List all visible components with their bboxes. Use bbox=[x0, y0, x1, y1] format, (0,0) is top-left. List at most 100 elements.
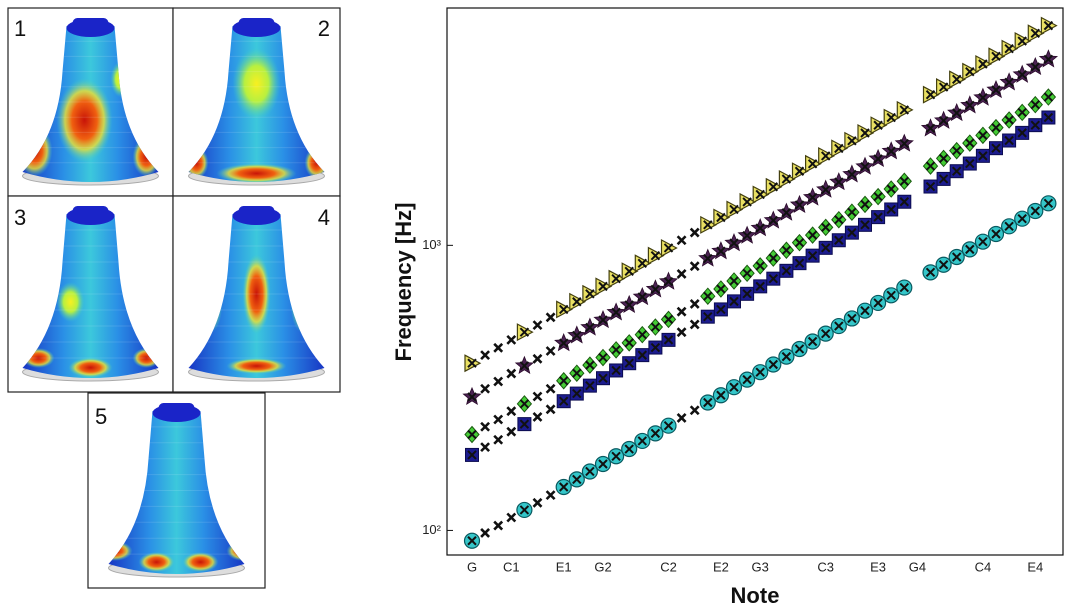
cross-marker bbox=[650, 428, 661, 439]
cross-marker bbox=[755, 367, 765, 377]
bell-body bbox=[108, 411, 245, 574]
cross-marker bbox=[467, 450, 477, 460]
cross-marker bbox=[585, 380, 595, 391]
cross-marker bbox=[729, 238, 739, 248]
panel-label: 2 bbox=[318, 16, 330, 41]
x-tick-label: E3 bbox=[870, 559, 886, 574]
cross-marker bbox=[689, 405, 700, 416]
cross-marker bbox=[729, 382, 739, 392]
x-tick-label: E2 bbox=[713, 559, 729, 574]
cross-marker bbox=[834, 143, 844, 154]
cross-marker bbox=[637, 258, 648, 269]
cross-marker bbox=[1030, 206, 1041, 216]
cross-marker bbox=[663, 420, 674, 431]
panel-label: 3 bbox=[14, 205, 26, 230]
bell-mode-spot bbox=[68, 357, 113, 378]
cross-marker bbox=[1004, 221, 1014, 232]
cross-marker bbox=[1043, 112, 1054, 123]
cross-marker bbox=[807, 159, 818, 169]
cross-marker bbox=[519, 327, 530, 337]
cross-marker bbox=[716, 284, 726, 294]
cross-marker bbox=[991, 51, 1001, 62]
cross-marker bbox=[860, 220, 870, 230]
cross-marker bbox=[532, 412, 543, 422]
cross-marker bbox=[794, 258, 805, 268]
cross-marker bbox=[755, 281, 765, 292]
cross-marker bbox=[572, 330, 582, 341]
cross-marker bbox=[689, 319, 700, 330]
cross-marker bbox=[820, 151, 831, 161]
cross-marker bbox=[886, 204, 896, 215]
bell-crown bbox=[72, 206, 109, 216]
cross-marker bbox=[860, 128, 870, 138]
bell-crown bbox=[158, 403, 195, 413]
cross-marker bbox=[742, 374, 752, 385]
x-tick-label: G3 bbox=[752, 559, 769, 574]
cross-marker bbox=[873, 154, 883, 164]
cross-marker bbox=[951, 166, 962, 176]
y-tick-label: 10³ bbox=[422, 237, 441, 252]
cross-marker bbox=[624, 358, 634, 368]
cross-marker bbox=[794, 237, 805, 248]
cross-marker bbox=[519, 399, 530, 409]
cross-marker bbox=[742, 230, 752, 241]
cross-marker bbox=[899, 138, 910, 149]
cross-marker bbox=[676, 268, 687, 279]
cross-marker bbox=[506, 512, 517, 523]
cross-marker bbox=[663, 335, 674, 345]
cross-marker bbox=[755, 223, 765, 233]
cross-marker bbox=[532, 353, 543, 364]
cross-marker bbox=[493, 414, 504, 425]
cross-marker bbox=[768, 359, 779, 370]
cross-marker bbox=[899, 105, 910, 115]
cross-marker bbox=[938, 174, 949, 184]
x-tick-label: G4 bbox=[909, 559, 926, 574]
cross-marker bbox=[1030, 99, 1041, 110]
panel-label: 1 bbox=[14, 16, 26, 41]
cross-marker bbox=[938, 82, 949, 92]
cross-marker bbox=[899, 176, 910, 186]
cross-marker bbox=[585, 466, 595, 477]
cross-marker bbox=[545, 346, 556, 356]
cross-marker bbox=[480, 528, 491, 538]
cross-marker bbox=[493, 434, 504, 445]
cross-marker bbox=[938, 116, 949, 126]
cross-marker bbox=[1017, 213, 1027, 224]
cross-marker bbox=[650, 322, 661, 332]
cross-marker bbox=[768, 215, 779, 226]
cross-marker bbox=[886, 146, 896, 156]
cross-marker bbox=[886, 184, 896, 194]
cross-marker bbox=[1004, 115, 1014, 125]
cross-marker bbox=[572, 368, 582, 378]
cross-marker bbox=[991, 143, 1001, 153]
x-tick-label: G2 bbox=[594, 559, 611, 574]
cross-marker bbox=[1017, 69, 1027, 80]
cross-marker bbox=[493, 376, 504, 387]
cross-marker bbox=[716, 212, 726, 223]
cross-marker bbox=[572, 297, 582, 307]
plot-frame bbox=[446, 7, 1064, 556]
cross-marker bbox=[742, 289, 752, 299]
cross-marker bbox=[480, 442, 491, 453]
cross-marker bbox=[1043, 54, 1054, 65]
cross-marker bbox=[676, 413, 687, 423]
bell-mode-spot bbox=[138, 552, 175, 573]
cross-marker bbox=[860, 199, 870, 210]
cross-marker bbox=[847, 227, 857, 238]
cross-marker bbox=[860, 161, 870, 172]
cross-marker bbox=[978, 92, 988, 103]
bell-mode-spot bbox=[216, 163, 297, 182]
x-tick-label: E1 bbox=[556, 559, 572, 574]
cross-marker bbox=[545, 404, 556, 415]
cross-marker bbox=[650, 342, 661, 353]
bell-mode-spot bbox=[56, 282, 85, 322]
cross-marker bbox=[899, 282, 910, 293]
cross-marker bbox=[532, 497, 543, 508]
cross-marker bbox=[545, 383, 556, 394]
cross-marker bbox=[965, 138, 975, 148]
cross-marker bbox=[873, 212, 883, 222]
cross-marker bbox=[1017, 128, 1027, 138]
cross-marker bbox=[650, 250, 661, 261]
cross-marker bbox=[965, 158, 975, 169]
cross-marker bbox=[768, 253, 779, 263]
